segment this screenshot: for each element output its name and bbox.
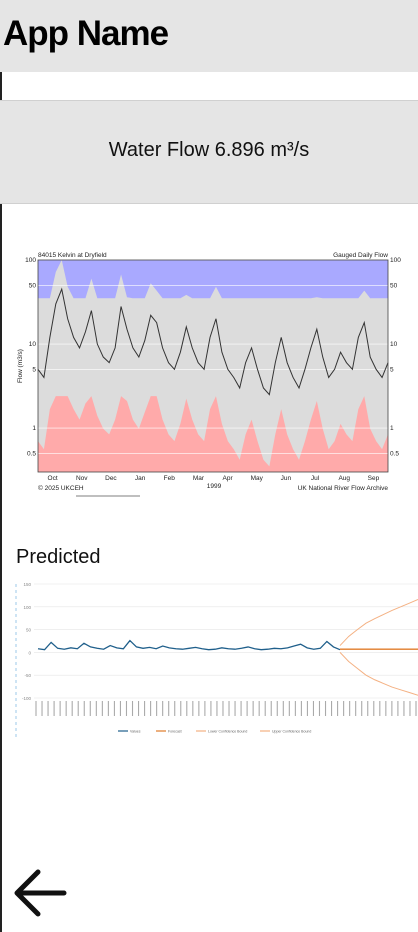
series-line-values [37,639,341,651]
y-tick-label: 150 [23,582,31,587]
chart-subtitle: Gauged Daily Flow [333,252,388,259]
app-title: App Name [3,14,169,53]
y-tick-label: -50 [24,673,31,678]
min-flow-band [38,396,388,472]
y-tick-label-left: 100 [25,257,36,264]
predicted-label: Predicted [16,546,101,568]
app-header: App Name [0,0,418,72]
x-tick-label: Sep [368,475,380,482]
y-tick-label-right: 50 [390,282,398,289]
x-tick-label: Jun [281,475,292,482]
back-button[interactable] [12,866,68,920]
x-tick-label: Jan [135,475,146,482]
legend-label: Upper Confidence Bound [272,730,311,734]
y-tick-label-left: 5 [32,366,36,373]
x-tick-label: Dec [105,475,117,482]
y-tick-label-right: 5 [390,366,394,373]
series-line-upper-bound [339,599,418,646]
y-tick-label: 0 [28,650,31,655]
footer-archive: UK National River Flow Archive [298,485,389,492]
series-line-gauged-daily-flow [37,287,389,396]
y-tick-label: -100 [22,696,32,701]
gauged-flow-chart: 0.5 0.5 1 1 5 5 10 10 50 50 100 100 Oct Nov Dec Jan Feb M… [17,252,401,497]
footer-copyright: © 2025 UKCEH [38,484,84,492]
y-axis-label: Flow (m3/s) [17,349,24,383]
predicted-flow-chart: 150 100 50 0 -50 -100 Values Forecast Lower Conf… [15,582,418,738]
y-tick-label: 100 [23,605,31,610]
y-tick-label: 50 [26,628,32,633]
y-tick-label-left: 0.5 [27,450,36,457]
y-tick-label-left: 10 [29,341,37,348]
x-tick-label: Apr [223,475,234,482]
x-axis-label: 1999 [207,483,222,490]
x-tick-label: Mar [193,475,205,482]
water-flow-reading: Water Flow 6.896 m³/s [108,139,310,161]
y-tick-label-left: 50 [29,282,37,289]
x-tick-label: Feb [164,475,176,482]
y-tick-label-right: 10 [390,341,398,348]
chart-title: 84015 Kelvin at Dryfield [38,252,107,259]
x-tick-label: May [251,475,264,482]
legend-label: Values [130,730,141,734]
x-tick-label: Aug [338,475,350,482]
plot-frame [37,259,389,473]
y-tick-label-right: 1 [390,425,394,432]
y-tick-label-right: 100 [390,257,401,264]
x-tick-label: Oct [48,475,58,482]
legend-label: Forecast [168,730,182,734]
max-flow-band [38,260,388,299]
legend-label: Lower Confidence Bound [208,730,247,734]
y-tick-label-left: 1 [32,425,36,432]
arrow-left-icon [14,869,67,917]
water-flow-card: Water Flow 6.896 m³/s [0,100,418,204]
x-tick-label: Nov [76,475,88,482]
x-tick-label: Jul [311,475,320,482]
series-line-lower-bound [339,652,418,696]
y-tick-label-right: 0.5 [390,450,399,457]
